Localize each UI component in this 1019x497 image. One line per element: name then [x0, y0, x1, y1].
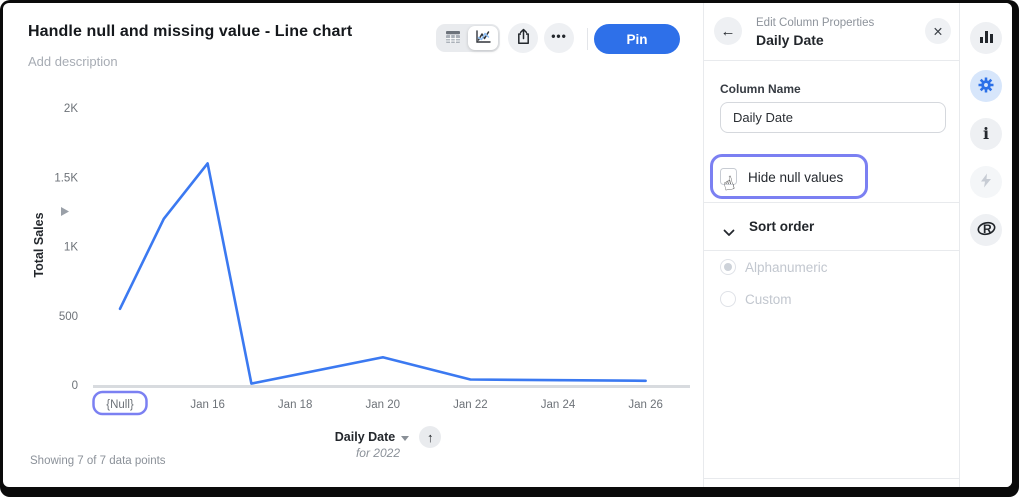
toolbar-divider: [587, 28, 588, 50]
svg-text:500: 500: [59, 311, 78, 323]
svg-text:1.5K: 1.5K: [54, 172, 78, 184]
edit-column-properties-panel: ← Edit Column Properties Daily Date ✕ Co…: [703, 3, 960, 487]
lightning-rail-button[interactable]: [970, 166, 1002, 198]
back-arrow-icon: ←: [720, 22, 736, 40]
chevron-down-icon: [401, 435, 410, 441]
svg-text:Jan 22: Jan 22: [453, 399, 488, 411]
x-axis-label[interactable]: Daily Date: [334, 430, 396, 444]
radio-custom: [720, 291, 736, 307]
info-icon: i: [982, 124, 990, 143]
r-logo-icon: R: [977, 220, 996, 240]
app-surface: Handle null and missing value - Line cha…: [3, 3, 1012, 487]
share-icon: [516, 28, 531, 48]
svg-text:Jan 26: Jan 26: [628, 399, 663, 411]
svg-text:Jan 24: Jan 24: [541, 399, 576, 411]
sort-order-header[interactable]: Sort order: [749, 219, 815, 234]
divider: [704, 478, 960, 479]
x-axis-label-group[interactable]: Daily Date ↑: [3, 426, 773, 448]
hide-null-checkbox[interactable]: [720, 168, 737, 185]
svg-text:2K: 2K: [64, 103, 78, 115]
line-chart-icon: [475, 29, 492, 47]
column-name-label: Column Name: [720, 82, 801, 96]
x-axis-sublabel: for 2022: [355, 446, 401, 460]
line-chart: 0 500 1K 1.5K 2K {Null} Jan 16 Jan 18 Jan 20 Jan …: [32, 103, 690, 416]
share-button[interactable]: [508, 23, 538, 53]
panel-eyebrow: Edit Column Properties: [756, 17, 875, 29]
chart-view-button[interactable]: [468, 26, 498, 50]
view-toggle: [436, 24, 500, 52]
svg-text:0: 0: [72, 380, 78, 392]
table-view-button[interactable]: [438, 26, 468, 50]
close-button[interactable]: ✕: [925, 18, 951, 44]
gear-icon: [977, 76, 995, 97]
svg-text:Jan 18: Jan 18: [278, 399, 313, 411]
hide-null-label: Hide null values: [748, 170, 844, 185]
chevron-down-icon[interactable]: [723, 224, 735, 242]
page-title: Handle null and missing value - Line cha…: [28, 23, 353, 40]
svg-text:Total Sales: Total Sales: [32, 212, 46, 277]
panel-title: Daily Date: [756, 32, 824, 48]
settings-rail-button[interactable]: [970, 70, 1002, 102]
radio-alphanumeric-label: Alphanumeric: [745, 260, 828, 275]
charts-rail-button[interactable]: [970, 22, 1002, 54]
table-icon: [445, 30, 461, 47]
divider: [704, 60, 960, 61]
r-logo-rail-button[interactable]: R: [970, 214, 1002, 246]
more-options-button[interactable]: •••: [544, 23, 574, 53]
lightning-icon: [980, 173, 992, 191]
column-name-input[interactable]: [720, 102, 946, 133]
bar-chart-icon: [979, 30, 994, 47]
svg-text:{Null}: {Null}: [106, 399, 134, 411]
data-points-footer: Showing 7 of 7 data points: [30, 455, 166, 467]
close-icon: ✕: [932, 24, 944, 39]
svg-text:Jan 16: Jan 16: [190, 399, 225, 411]
right-icon-rail: i R: [959, 3, 1012, 487]
info-rail-button[interactable]: i: [970, 118, 1002, 150]
radio-custom-label: Custom: [745, 292, 792, 307]
radio-alphanumeric: [720, 259, 736, 275]
back-button[interactable]: ←: [714, 17, 742, 45]
divider: [704, 250, 960, 251]
svg-text:R: R: [983, 222, 992, 236]
sort-ascending-button[interactable]: ↑: [419, 426, 442, 448]
ellipsis-icon: •••: [551, 29, 567, 43]
description-placeholder[interactable]: Add description: [28, 54, 118, 69]
svg-text:1K: 1K: [64, 242, 78, 254]
svg-text:Jan 20: Jan 20: [366, 399, 401, 411]
pin-button[interactable]: Pin: [594, 24, 680, 54]
divider: [704, 202, 960, 203]
